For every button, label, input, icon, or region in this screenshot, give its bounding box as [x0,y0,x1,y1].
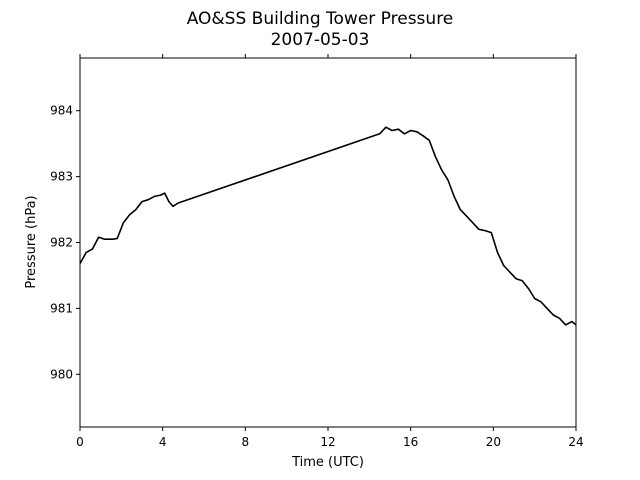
y-tick-label: 982 [50,236,73,250]
x-axis: 0 4 8 12 16 20 24 [76,54,584,449]
x-tick-label: 20 [486,435,501,449]
x-tick-label: 0 [76,435,84,449]
x-tick-label: 12 [320,435,335,449]
y-axis-label: Pressure (hPa) [24,195,39,288]
y-tick-label: 984 [50,104,73,118]
x-tick-label: 8 [242,435,250,449]
x-tick-label: 24 [568,435,583,449]
pressure-series-line [79,126,577,326]
y-tick-label: 983 [50,170,73,184]
y-tick-label: 981 [50,301,73,315]
chart-subtitle: 2007-05-03 [271,30,370,50]
plot-area [79,126,577,326]
x-tick-label: 4 [159,435,167,449]
axes-frame [79,57,577,428]
x-axis-label: Time (UTC) [291,455,364,470]
y-axis: 980 981 982 983 984 [50,104,80,381]
chart-title: AO&SS Building Tower Pressure [187,9,454,29]
x-tick-label: 16 [403,435,418,449]
y-tick-label: 980 [50,367,73,381]
